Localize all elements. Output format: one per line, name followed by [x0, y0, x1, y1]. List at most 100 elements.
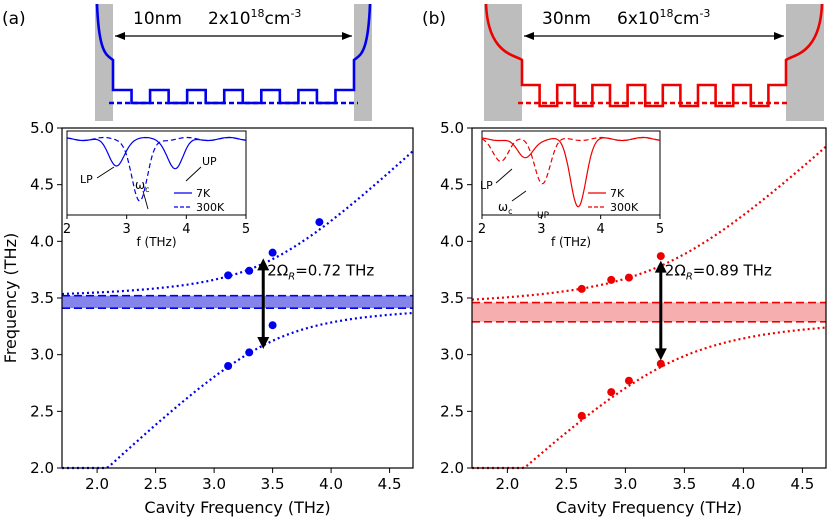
width-arrow-head-right — [342, 32, 352, 40]
lower-polariton-point — [224, 362, 233, 370]
panel-label: (b) — [422, 9, 446, 29]
inset-lp-label: LP — [480, 179, 493, 192]
inset-lp-label: LP — [80, 173, 93, 186]
rabi-arrow-head-top — [257, 258, 270, 271]
wc-subscript: c — [145, 185, 149, 194]
inset-x-axis-label: f (THz) — [136, 235, 176, 249]
x-tick-label: 2.0 — [85, 475, 109, 493]
y-tick-label: 4.5 — [30, 176, 54, 194]
rabi-splitting-label: 2ΩR=0.89 THz — [665, 261, 772, 282]
upper-polariton-point — [268, 248, 277, 257]
lp-pointer — [495, 168, 513, 184]
inset-x-tick-label: 5 — [242, 222, 250, 237]
rabi-subscript: R — [686, 271, 693, 282]
inset-spectrum-7k — [481, 136, 661, 208]
band-profile — [95, 3, 372, 105]
y-tick-label: 2.0 — [30, 459, 54, 477]
inset-spectrum-300k — [481, 136, 661, 185]
inset-x-tick-label: 2 — [478, 222, 486, 237]
intersubband-band — [472, 302, 826, 322]
width-arrow-head-right — [774, 32, 784, 40]
width-arrow-head-left — [115, 32, 125, 40]
inset-x-tick-label: 3 — [537, 222, 545, 237]
lp-pointer — [96, 166, 115, 179]
upper-polariton-point — [607, 275, 616, 284]
rabi-splitting-label: 2ΩR=0.72 THz — [267, 261, 374, 282]
wc-pointer — [511, 190, 527, 202]
panel-label: (a) — [2, 9, 26, 29]
y-tick-label: 3.5 — [440, 289, 464, 307]
band-profile — [484, 3, 824, 108]
upper-polariton-fit — [471, 145, 827, 301]
well-width-label: 30nm — [542, 9, 591, 29]
doping-unit: cm — [674, 9, 700, 29]
y-tick-label: 3.5 — [30, 289, 54, 307]
x-tick-label: 2.0 — [495, 475, 519, 493]
inset-wc-label: ωc — [498, 200, 512, 216]
upper-polariton-point — [245, 266, 254, 275]
doping-label: 6x1018cm-3 — [617, 7, 710, 29]
x-axis-label: Cavity Frequency (THz) — [556, 498, 742, 517]
x-tick-label: 3.0 — [613, 475, 637, 493]
upper-polariton-point — [224, 271, 233, 280]
legend-label-7k: 7K — [610, 187, 625, 200]
inset-x-tick-label: 4 — [597, 222, 605, 237]
y-tick-label: 2.0 — [440, 459, 464, 477]
x-tick-label: 4.5 — [790, 475, 814, 493]
inset-x-tick-label: 3 — [123, 222, 131, 237]
lower-polariton-point — [577, 411, 586, 420]
legend-label-300k: 300K — [610, 201, 639, 214]
inset-up-label: UP — [537, 211, 550, 221]
lower-polariton-point — [268, 321, 277, 330]
width-arrow-head-left — [524, 32, 534, 40]
inset-x-tick-label: 4 — [182, 222, 190, 237]
y-tick-label: 5.0 — [440, 119, 464, 137]
well-width-label: 10nm — [133, 9, 182, 29]
wc-subscript: c — [508, 207, 512, 216]
x-tick-label: 4.5 — [378, 475, 402, 493]
x-tick-label: 4.0 — [319, 475, 343, 493]
doping-label: 2x1018cm-3 — [208, 7, 301, 29]
lower-polariton-point — [607, 388, 616, 397]
doping-unit-exponent: -3 — [699, 7, 710, 20]
y-tick-label: 4.0 — [30, 232, 54, 250]
lower-polariton-fit — [472, 326, 827, 470]
upper-polariton-point — [624, 273, 633, 282]
inset-up-label: UP — [202, 155, 217, 168]
wc-pointer — [142, 190, 149, 210]
x-tick-label: 3.5 — [261, 475, 285, 493]
x-axis-label: Cavity Frequency (THz) — [144, 498, 330, 517]
inset-spectrum-300k — [66, 136, 247, 202]
rabi-subscript: R — [288, 271, 295, 282]
upper-polariton-point — [656, 252, 665, 261]
inset-wc-label: ωc — [135, 178, 149, 194]
wc-symbol: ω — [498, 200, 508, 214]
doping-mantissa: 6x10 — [617, 9, 660, 29]
inset-x-tick-label: 5 — [656, 222, 664, 237]
rabi-arrow-head-bottom — [257, 337, 270, 349]
y-axis-label: Frequency (THz) — [1, 233, 20, 363]
intersubband-band — [62, 295, 413, 309]
x-tick-label: 2.5 — [144, 475, 168, 493]
y-tick-label: 4.0 — [440, 232, 464, 250]
panel-a: (a) 10nm 2x1018cm-3 2ΩR=0.72 THz 2.0 2.5 3.0 3.… — [1, 3, 414, 517]
rabi-value: =0.89 THz — [693, 261, 772, 279]
lower-polariton-point — [624, 376, 633, 385]
upper-polariton-fit — [61, 150, 414, 296]
barrier-right — [786, 4, 824, 121]
lower-polariton-point — [245, 348, 254, 357]
x-tick-label: 4.0 — [731, 475, 755, 493]
y-tick-label: 4.5 — [440, 176, 464, 194]
legend-label-300k: 300K — [196, 201, 225, 214]
inset-x-axis-label: f (THz) — [551, 235, 591, 249]
doping-exponent: 18 — [251, 7, 265, 20]
panel-b: (b) 30nm 6x1018cm-3 2ΩR=0.89 THz 2.0 2.5 3.0 3.… — [422, 3, 827, 517]
rabi-arrow-head-bottom — [654, 348, 667, 361]
rabi-symbol: 2Ω — [267, 261, 288, 279]
inset-x-tick-label: 2 — [63, 222, 71, 237]
doping-unit: cm — [265, 9, 291, 29]
y-tick-label: 2.5 — [440, 402, 464, 420]
x-tick-label: 3.5 — [672, 475, 696, 493]
doping-exponent: 18 — [660, 7, 674, 20]
rabi-symbol: 2Ω — [665, 261, 686, 279]
